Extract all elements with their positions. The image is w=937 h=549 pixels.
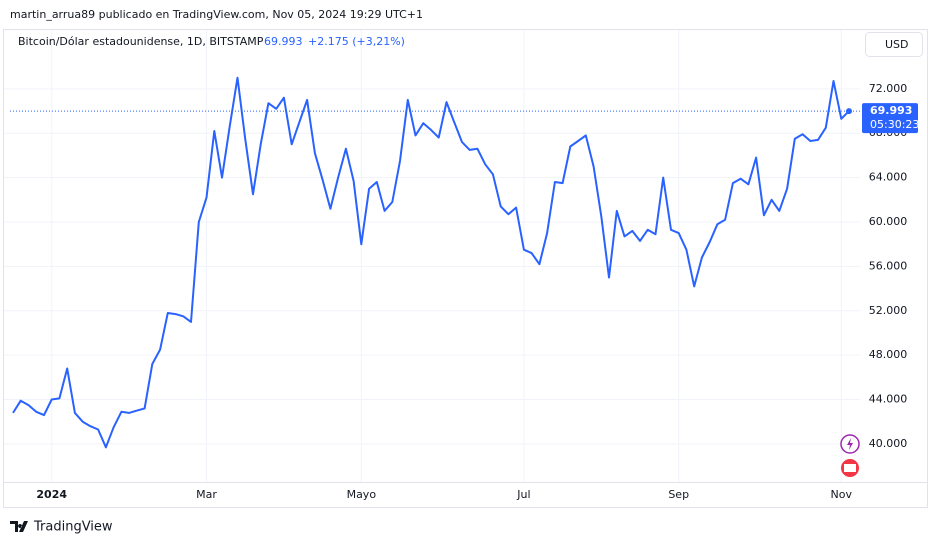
y-tick-label: 40.000: [869, 437, 908, 450]
x-tick-label: Mar: [196, 488, 217, 501]
y-tick-label: 72.000: [869, 82, 908, 95]
y-tick-label: 56.000: [869, 259, 908, 272]
flag-icon-glyph: [844, 464, 856, 472]
x-tick-label: Nov: [831, 488, 853, 501]
currency-button[interactable]: [865, 32, 923, 57]
y-tick-label: 48.000: [869, 348, 908, 361]
logo: [10, 521, 28, 532]
footer: TradingView: [10, 520, 113, 535]
y-tick-label: 52.000: [869, 304, 908, 317]
y-tick-label: 64.000: [869, 171, 908, 184]
price-tag-label: 69.993: [870, 104, 912, 117]
last-point: [846, 108, 852, 115]
legend-price: 69.993: [264, 35, 303, 48]
y-tick-label: 60.000: [869, 215, 908, 228]
legend-change: +2.175 (+3,21%): [308, 35, 405, 48]
x-tick-label: Jul: [516, 488, 530, 501]
event-icon-glyph: [847, 438, 853, 450]
header: martin_arrua89 publicado en TradingView.…: [10, 8, 423, 21]
footer-brand: TradingView: [33, 520, 113, 535]
chart-panel: [3, 29, 928, 508]
price-tag: [862, 103, 918, 134]
indicator-icons: [840, 434, 860, 477]
currency-label[interactable]: USD: [885, 38, 909, 51]
legend-symbol: Bitcoin/Dólar estadounidense, 1D, BITSTA…: [18, 35, 264, 48]
countdown: 05:30:23: [870, 118, 919, 131]
x-tick-label: Sep: [668, 488, 689, 501]
y-tick-label: 44.000: [869, 393, 908, 406]
x-tick-label: Mayo: [347, 488, 377, 501]
x-tick-label: 2024: [36, 488, 67, 501]
price-line: [12, 76, 850, 449]
